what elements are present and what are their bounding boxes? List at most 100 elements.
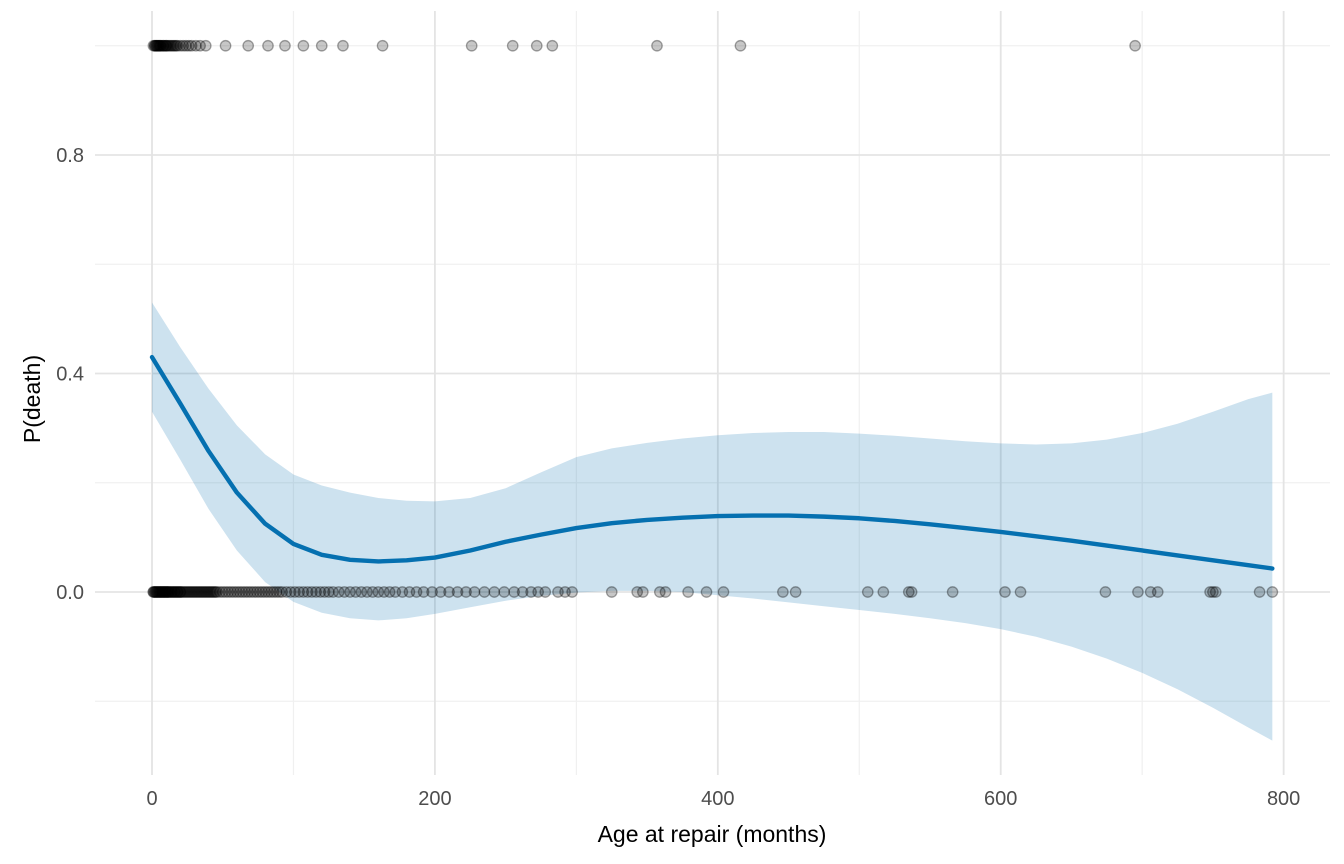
data-point: [443, 586, 455, 598]
data-point: [150, 586, 163, 598]
data-point: [177, 39, 189, 52]
data-point: [190, 39, 202, 52]
data-point: [651, 39, 663, 52]
data-point: [451, 586, 464, 598]
data-point: [168, 586, 181, 598]
data-point: [256, 586, 269, 598]
data-point: [151, 586, 164, 598]
data-point: [506, 39, 519, 52]
data-point: [164, 39, 177, 52]
data-point: [516, 586, 529, 598]
data-point: [378, 586, 390, 598]
data-point: [170, 39, 182, 52]
data-point: [148, 586, 161, 598]
data-point: [270, 586, 283, 598]
data-point: [171, 586, 184, 598]
data-point: [174, 586, 187, 598]
data-point: [301, 586, 314, 598]
data-point: [239, 586, 252, 598]
data-point: [154, 586, 167, 598]
data-point: [247, 586, 260, 598]
data-point: [161, 39, 174, 52]
data-point: [161, 586, 174, 598]
data-point: [1099, 586, 1112, 598]
data-point: [389, 586, 402, 598]
data-point: [468, 586, 481, 598]
data-point: [525, 586, 537, 598]
data-point: [206, 586, 219, 598]
data-point: [148, 39, 161, 52]
data-point: [154, 39, 167, 52]
data-point: [160, 39, 172, 52]
data-point: [222, 586, 235, 598]
data-point: [530, 39, 543, 52]
data-point: [305, 586, 318, 598]
data-point: [199, 586, 212, 598]
major-gridlines: [95, 11, 1330, 775]
x-axis-tick-labels: 0 200 400 600 800: [146, 788, 1300, 810]
data-point: [154, 39, 167, 52]
data-point: [297, 39, 310, 52]
data-point: [216, 586, 229, 598]
data-point: [190, 586, 202, 598]
data-point: [498, 586, 511, 598]
data-point: [1266, 586, 1279, 598]
data-point: [160, 39, 172, 52]
data-point: [276, 586, 288, 598]
data-point: [361, 586, 373, 598]
data-point: [161, 586, 174, 598]
data-point: [861, 586, 874, 598]
data-point: [167, 586, 180, 598]
data-point: [174, 586, 187, 598]
data-point: [1144, 586, 1157, 598]
data-point: [284, 586, 297, 598]
data-point: [154, 586, 167, 598]
data-point: [700, 586, 713, 598]
data-point: [214, 586, 226, 598]
data-point: [165, 586, 178, 598]
data-point: [197, 586, 209, 598]
data-point: [181, 586, 194, 598]
minor-gridlines: [95, 11, 1330, 775]
data-point: [1129, 39, 1141, 52]
data-point: [338, 586, 351, 598]
data-point: [208, 586, 221, 598]
data-point: [157, 39, 170, 52]
data-point: [403, 586, 416, 598]
data-point: [264, 586, 277, 598]
data-point: [164, 586, 177, 598]
data-point: [171, 586, 184, 598]
data-point: [789, 586, 802, 598]
data-point: [160, 586, 172, 598]
x-axis-title: Age at repair (months): [598, 821, 827, 847]
data-point: [153, 586, 165, 598]
data-point: [245, 586, 257, 598]
data-point: [150, 586, 163, 598]
data-point: [552, 586, 564, 598]
y-tick-label: 0.8: [56, 145, 84, 167]
data-point: [546, 39, 559, 52]
data-point: [539, 586, 552, 598]
data-point: [653, 586, 666, 598]
data-point: [168, 39, 181, 52]
data-point: [1151, 586, 1164, 598]
data-point: [205, 586, 218, 598]
data-point: [163, 586, 175, 598]
data-point: [376, 39, 389, 52]
data-point: [289, 586, 301, 598]
data-points: [147, 39, 1279, 598]
smooth-line: [149, 354, 1275, 571]
x-tick-label: 400: [701, 788, 734, 810]
data-point: [273, 586, 286, 598]
data-point: [147, 39, 160, 52]
data-point: [734, 39, 747, 52]
data-point: [355, 586, 368, 598]
data-point: [426, 586, 438, 598]
data-point: [344, 586, 356, 598]
data-point: [310, 586, 322, 598]
data-point: [242, 586, 255, 598]
data-point: [202, 586, 215, 598]
data-point: [478, 586, 491, 598]
